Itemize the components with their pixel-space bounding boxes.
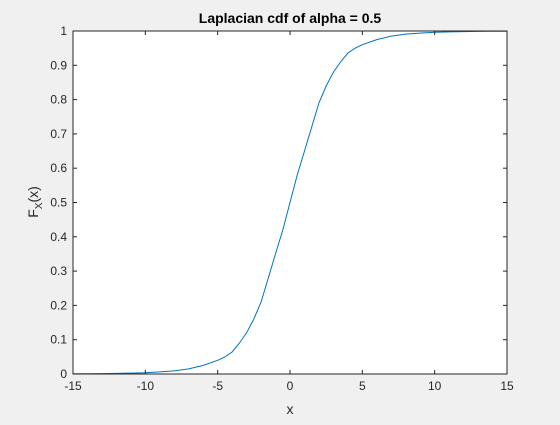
y-tick-label: 0.8 <box>50 93 67 107</box>
y-axis-label-subscript: X <box>34 202 45 209</box>
cdf-curve <box>72 30 508 375</box>
y-tick-label: 1 <box>60 24 67 38</box>
x-tick-label: -5 <box>212 379 223 393</box>
y-tick-label: 0.9 <box>50 58 67 72</box>
y-tick-label: 0.4 <box>50 230 67 244</box>
curve-layer <box>72 30 508 375</box>
y-tick-label: 0 <box>60 367 67 381</box>
y-tick-label: 0.5 <box>50 196 67 210</box>
x-tick-label: 10 <box>428 379 442 393</box>
y-axis-label-main: F <box>25 209 41 218</box>
y-tick-label: 0.6 <box>50 161 67 175</box>
x-tick-label: 0 <box>287 379 294 393</box>
y-tick-label: 0.2 <box>50 298 67 312</box>
tick-layer: -15 -10 -5 0 5 10 15 0 0.1 0.2 0.3 0.4 0.5 0.6 0.7 0.8 0… <box>50 24 514 393</box>
x-tick-label: 15 <box>500 379 514 393</box>
x-tick-label: -10 <box>137 379 155 393</box>
y-tick-label: 0.3 <box>50 264 67 278</box>
y-tick-label: 0.1 <box>50 333 67 347</box>
x-axis-label: x <box>287 401 294 417</box>
x-tick-label: 5 <box>359 379 366 393</box>
y-axis-label: FX(x) <box>25 186 45 218</box>
y-tick-label: 0.7 <box>50 127 67 141</box>
y-axis-label-suffix: (x) <box>25 186 41 202</box>
x-tick-label: -15 <box>64 379 82 393</box>
chart-title: Laplacian cdf of alpha = 0.5 <box>199 10 382 26</box>
